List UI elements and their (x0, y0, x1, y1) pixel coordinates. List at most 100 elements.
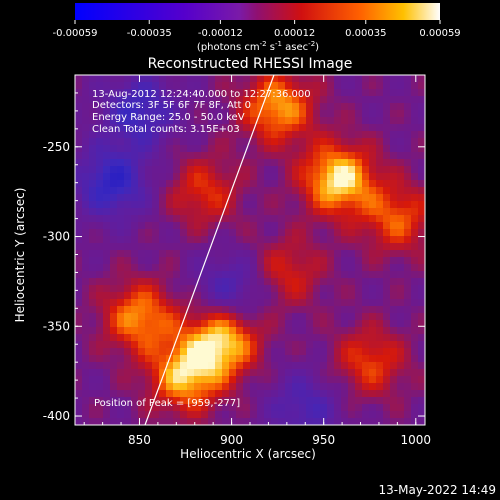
heatmap-cell (103, 173, 110, 180)
heatmap-cell (159, 313, 166, 320)
heatmap-cell (194, 404, 201, 411)
heatmap-cell (362, 173, 369, 180)
heatmap-cell (369, 418, 376, 425)
heatmap-cell (369, 110, 376, 117)
heatmap-cell (250, 208, 257, 215)
heatmap-cell (159, 96, 166, 103)
heatmap-cell (236, 152, 243, 159)
heatmap-cell (131, 404, 138, 411)
heatmap-cell (173, 257, 180, 264)
heatmap-cell (194, 215, 201, 222)
heatmap-cell (334, 152, 341, 159)
heatmap-cell (257, 418, 264, 425)
heatmap-cell (341, 208, 348, 215)
heatmap-cell (313, 243, 320, 250)
heatmap-cell (362, 159, 369, 166)
heatmap-cell (89, 327, 96, 334)
heatmap-cell (236, 369, 243, 376)
heatmap-cell (110, 264, 117, 271)
heatmap-cell (180, 376, 187, 383)
heatmap-cell (187, 236, 194, 243)
heatmap-cell (117, 201, 124, 208)
heatmap-cell (390, 152, 397, 159)
heatmap-cell (334, 103, 341, 110)
heatmap-cell (334, 131, 341, 138)
heatmap-cell (236, 215, 243, 222)
heatmap-cell (390, 376, 397, 383)
heatmap-cell (145, 110, 152, 117)
heatmap-cell (187, 103, 194, 110)
heatmap-cell (271, 397, 278, 404)
heatmap-cell (243, 117, 250, 124)
colorbar-unit: (photons cm-2 s-1 asec-2) (197, 40, 319, 53)
heatmap-cell (187, 124, 194, 131)
heatmap-cell (215, 383, 222, 390)
heatmap-cell (201, 89, 208, 96)
heatmap-cell (201, 229, 208, 236)
heatmap-cell (327, 250, 334, 257)
heatmap-cell (369, 138, 376, 145)
heatmap-cell (383, 229, 390, 236)
heatmap-cell (418, 124, 425, 131)
heatmap-cell (355, 404, 362, 411)
heatmap-cell (82, 299, 89, 306)
heatmap-cell (166, 145, 173, 152)
heatmap-cell (334, 243, 341, 250)
heatmap-cell (348, 208, 355, 215)
heatmap-cell (355, 369, 362, 376)
heatmap-cell (222, 222, 229, 229)
heatmap-cell (397, 222, 404, 229)
heatmap-cell (117, 299, 124, 306)
heatmap-cell (166, 103, 173, 110)
heatmap-cell (285, 271, 292, 278)
heatmap-cell (348, 187, 355, 194)
heatmap-cell (278, 334, 285, 341)
heatmap-cell (180, 313, 187, 320)
heatmap-cell (390, 278, 397, 285)
heatmap-cell (75, 117, 82, 124)
heatmap-cell (194, 180, 201, 187)
heatmap-cell (110, 222, 117, 229)
heatmap-cell (180, 362, 187, 369)
heatmap-cell (243, 411, 250, 418)
heatmap-cell (355, 250, 362, 257)
colorbar-tick-label: -0.00059 (53, 28, 98, 39)
heatmap-cell (215, 390, 222, 397)
heatmap-cell (376, 264, 383, 271)
heatmap-cell (327, 348, 334, 355)
heatmap-cell (257, 369, 264, 376)
heatmap-cell (222, 362, 229, 369)
heatmap-cell (306, 299, 313, 306)
heatmap-cell (131, 306, 138, 313)
heatmap-cell (278, 250, 285, 257)
heatmap-cell (243, 110, 250, 117)
heatmap-cell (145, 341, 152, 348)
heatmap-cell (299, 124, 306, 131)
heatmap-cell (215, 299, 222, 306)
heatmap-cell (390, 418, 397, 425)
heatmap-cell (327, 89, 334, 96)
heatmap-cell (152, 243, 159, 250)
heatmap-cell (236, 103, 243, 110)
heatmap-cell (292, 82, 299, 89)
heatmap-cell (257, 243, 264, 250)
heatmap-cell (341, 257, 348, 264)
heatmap-cell (362, 306, 369, 313)
heatmap-cell (75, 145, 82, 152)
heatmap-cell (299, 103, 306, 110)
heatmap-cell (96, 96, 103, 103)
heatmap-cell (320, 376, 327, 383)
heatmap-cell (215, 138, 222, 145)
heatmap-cell (341, 124, 348, 131)
heatmap-cell (404, 278, 411, 285)
heatmap-cell (418, 278, 425, 285)
heatmap-cell (117, 124, 124, 131)
heatmap-cell (82, 89, 89, 96)
heatmap-cell (383, 159, 390, 166)
heatmap-cell (117, 187, 124, 194)
heatmap-cell (145, 292, 152, 299)
heatmap-cell (306, 138, 313, 145)
heatmap-cell (215, 201, 222, 208)
heatmap-cell (369, 362, 376, 369)
heatmap-cell (166, 292, 173, 299)
